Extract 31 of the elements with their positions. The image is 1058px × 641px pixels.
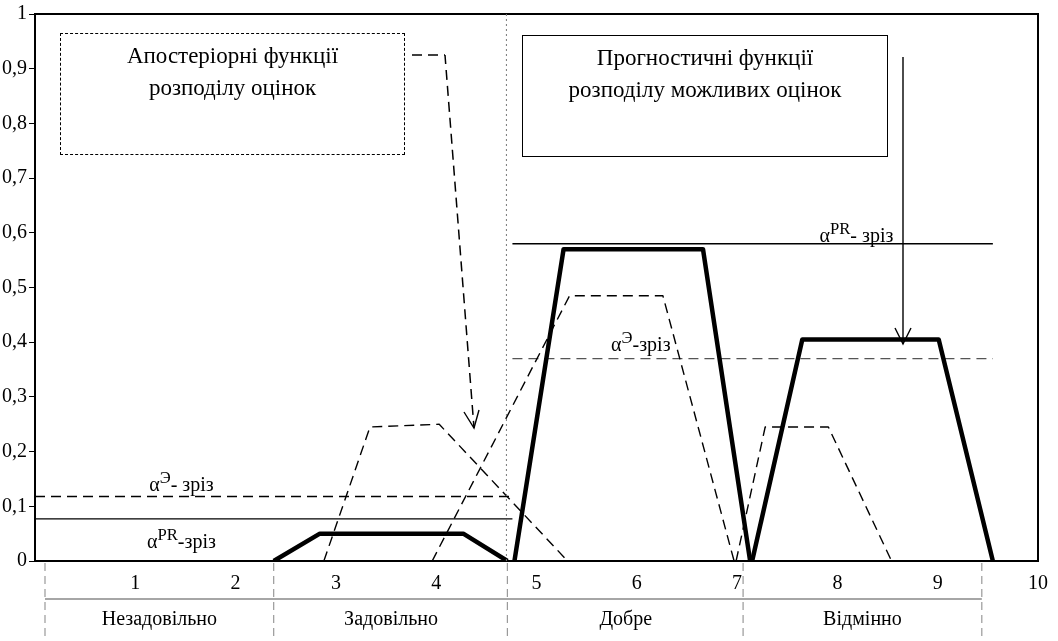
y-tick-label: 0,1 (2, 493, 27, 516)
x-tick-label: 4 (431, 571, 442, 594)
text: Відмінно (823, 606, 902, 630)
x-tick-label: 7 (732, 571, 743, 594)
x-tick-label: 8 (832, 571, 843, 594)
y-tick-label: 0,5 (2, 274, 27, 297)
text: Задовільно (344, 606, 439, 630)
y-tick-label: 0,3 (2, 384, 27, 407)
annotation: α$^{PR}$- зріз (819, 218, 894, 247)
x-tick-label: 6 (631, 571, 642, 594)
x-tick-label: 9 (932, 571, 943, 594)
y-tick-label: 0,2 (2, 438, 27, 461)
y-tick-label: 0,8 (2, 110, 27, 133)
x-tick-label: 5 (531, 571, 542, 594)
x-tick-label: 10 (1028, 571, 1048, 594)
x-tick-label: 2 (230, 571, 241, 594)
y-tick-label: 0,6 (2, 220, 27, 243)
annotation: α$^{Э}$-зріз (611, 328, 671, 357)
text-box: Прогностичні функції розподілу можливих оцінок (522, 35, 888, 157)
y-tick-label: 0,7 (2, 165, 27, 188)
text-box: Апостеріорні функції розподілу оцінок (60, 33, 405, 155)
text: Незадовільно (101, 606, 218, 630)
y-tick-label: 1 (17, 1, 27, 24)
annotation: α$^{PR}$-зріз (146, 525, 216, 553)
x-tick-label: 3 (330, 571, 341, 594)
y-tick-label: 0,4 (2, 329, 27, 352)
annotation: α$^{Э}$- зріз (149, 467, 214, 496)
y-tick-label: 0,9 (2, 55, 27, 78)
y-tick-label: 0 (17, 548, 27, 571)
x-tick-label: 1 (130, 571, 141, 594)
text: Добре (599, 606, 653, 630)
